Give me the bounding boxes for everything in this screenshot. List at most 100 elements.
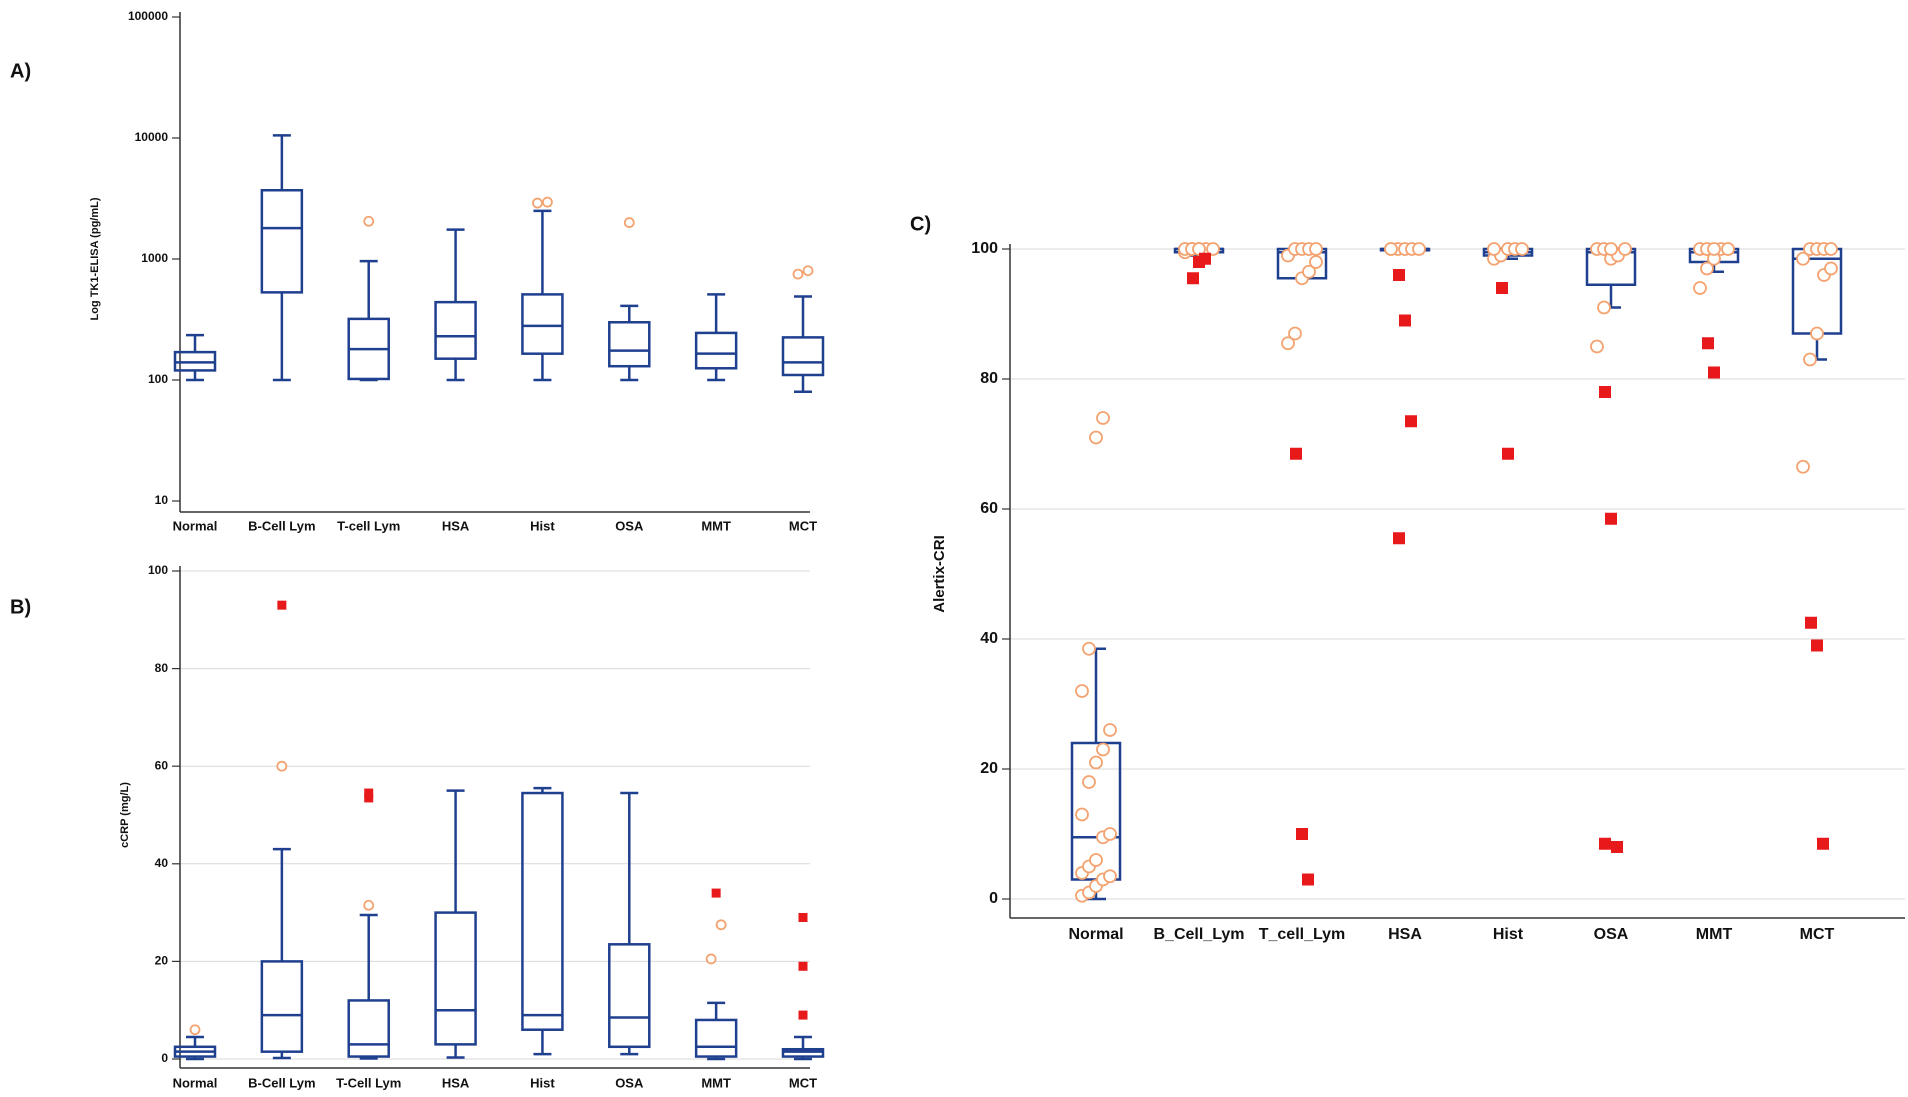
outlier — [1302, 264, 1316, 279]
outlier — [1309, 255, 1323, 269]
far-outlier — [1496, 282, 1508, 294]
box — [521, 791, 564, 1031]
outlier — [1103, 723, 1117, 737]
far-outlier — [1599, 837, 1611, 850]
box — [608, 321, 651, 368]
outlier — [1721, 242, 1735, 256]
far-outlier — [1290, 447, 1302, 460]
y-tick-label: 10 — [155, 493, 169, 507]
far-outlier — [1393, 269, 1405, 281]
x-tick-label: OSA — [615, 1075, 644, 1090]
outlier — [1412, 242, 1426, 256]
outlier — [1796, 251, 1810, 266]
y-tick-label: 10000 — [135, 130, 169, 144]
x-tick-label: B_Cell_Lym — [1154, 926, 1245, 943]
outlier — [1096, 742, 1110, 757]
x-tick-label: HSA — [442, 1075, 470, 1090]
x-tick-label: T-cell Lym — [337, 518, 400, 533]
far-outlier — [1605, 512, 1617, 525]
far-outlier — [364, 788, 374, 798]
y-axis-label: Alertix-CRI — [931, 535, 948, 613]
far-outlier — [1611, 841, 1623, 853]
y-tick-label: 100 — [971, 240, 998, 257]
far-outlier — [1599, 386, 1611, 398]
x-tick-label: T-Cell Lym — [336, 1075, 401, 1090]
y-tick-label: 100000 — [128, 9, 168, 23]
outlier — [1515, 242, 1529, 256]
x-tick-label: MCT — [789, 518, 817, 533]
outlier — [1089, 755, 1103, 770]
outlier — [1089, 430, 1103, 445]
x-tick-label: Hist — [530, 1075, 555, 1090]
outlier — [1096, 411, 1110, 425]
panel-label: C) — [910, 213, 931, 235]
far-outlier — [1502, 447, 1514, 460]
x-tick-label: B-Cell Lym — [248, 1075, 315, 1090]
far-outlier — [1302, 873, 1314, 886]
box — [434, 911, 477, 1046]
box — [781, 336, 825, 377]
far-outlier — [1399, 314, 1411, 327]
outlier — [1288, 326, 1302, 341]
box — [260, 188, 304, 294]
outlier — [1309, 242, 1323, 256]
panel-label: A) — [10, 60, 31, 82]
outlier — [1089, 853, 1103, 867]
far-outlier — [1393, 532, 1405, 545]
outlier — [802, 265, 814, 277]
y-tick-label: 20 — [980, 760, 998, 777]
outlier — [1281, 336, 1295, 351]
x-tick-label: Hist — [530, 518, 555, 533]
far-outlier — [798, 961, 808, 971]
x-tick-label: Normal — [173, 518, 218, 533]
outlier — [363, 215, 375, 227]
far-outlier — [1405, 415, 1417, 428]
box — [347, 999, 390, 1058]
far-outlier — [1199, 252, 1211, 265]
y-tick-label: 100 — [148, 563, 168, 577]
far-outlier — [277, 600, 287, 610]
outlier — [1693, 281, 1707, 295]
outlier — [542, 196, 553, 208]
far-outlier — [1702, 337, 1714, 350]
outlier — [1707, 242, 1721, 256]
y-tick-label: 60 — [980, 500, 998, 517]
y-tick-label: 40 — [155, 856, 169, 870]
far-outlier — [1296, 828, 1308, 840]
y-tick-label: 0 — [989, 890, 998, 907]
outlier — [792, 268, 804, 280]
outlier — [1206, 242, 1220, 256]
outlier — [1810, 326, 1824, 341]
outlier — [1824, 261, 1838, 276]
box — [694, 1018, 738, 1058]
y-tick-label: 80 — [155, 661, 169, 675]
y-tick-label: 100 — [148, 372, 168, 386]
x-tick-label: Normal — [173, 1075, 218, 1090]
x-tick-label: OSA — [1594, 926, 1629, 943]
outlier — [1700, 261, 1714, 276]
box — [521, 293, 564, 355]
outlier — [715, 919, 727, 931]
outlier — [1103, 869, 1117, 884]
y-tick-label: 60 — [155, 758, 169, 772]
outlier — [1604, 242, 1618, 256]
outlier — [1075, 807, 1089, 822]
y-tick-label: 80 — [980, 370, 998, 387]
y-tick-label: 1000 — [141, 251, 168, 265]
outlier — [1618, 242, 1632, 256]
outlier — [1075, 684, 1089, 698]
x-tick-label: HSA — [1388, 926, 1422, 943]
outlier — [1384, 242, 1398, 256]
far-outlier — [1817, 837, 1829, 850]
y-axis-label: Log TK1-ELISA (pg/mL) — [89, 197, 101, 320]
outlier — [1103, 827, 1117, 841]
x-tick-label: MMT — [701, 1075, 731, 1090]
x-tick-label: MMT — [1696, 926, 1733, 943]
x-tick-label: OSA — [615, 518, 644, 533]
outlier — [1590, 339, 1604, 354]
outlier — [532, 197, 543, 209]
outlier — [623, 217, 635, 228]
x-tick-label: B-Cell Lym — [248, 518, 315, 533]
outlier — [189, 1024, 201, 1036]
